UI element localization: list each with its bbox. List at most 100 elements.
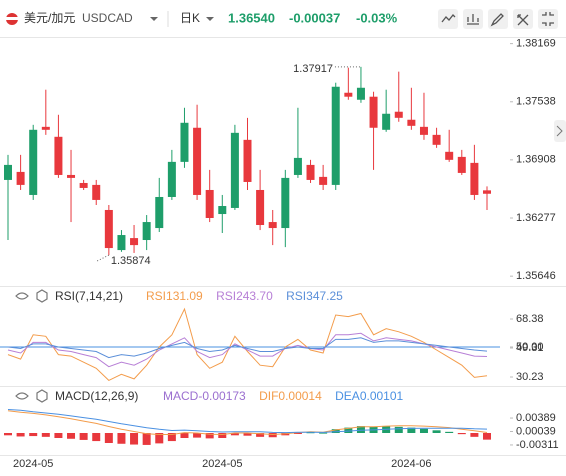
legend-value: 0.00101 [360, 389, 404, 403]
legend-value: -0.00173 [198, 389, 246, 403]
macd-bar [256, 433, 265, 437]
tool-button[interactable] [538, 9, 558, 29]
y-tick-label: 30.23 [516, 371, 544, 383]
low-annotation: 1.35874 [111, 255, 151, 267]
macd-bar [54, 433, 63, 438]
candle-body [54, 136, 63, 175]
legend-entry: DEA0.00101 [335, 389, 403, 403]
candle-body [344, 92, 353, 97]
candle-body [167, 161, 176, 197]
series-line [7, 307, 488, 382]
side-button[interactable] [554, 120, 566, 142]
candle-body [407, 119, 416, 126]
candle-body [67, 174, 76, 178]
macd-bar [117, 433, 126, 444]
candle-body [331, 86, 340, 185]
macd-bar [155, 433, 164, 444]
macd-bar [419, 428, 428, 433]
y-tick-label: 68.38 [516, 313, 544, 325]
macd-bar [230, 433, 239, 436]
candle-body [142, 222, 151, 241]
legend-name: DEA [335, 389, 360, 403]
candle-body [306, 164, 315, 180]
macd-bar [130, 433, 139, 445]
last-price: 1.36540 [228, 10, 275, 25]
eye-icon[interactable] [15, 392, 29, 400]
candle-body [205, 189, 214, 218]
macd-bar [180, 433, 189, 438]
legend-value: 47.25 [313, 289, 343, 303]
series-line [7, 337, 488, 359]
candle-body [419, 126, 428, 135]
macd-bar [293, 433, 302, 434]
candle-body [470, 162, 479, 195]
macd-bar [79, 433, 88, 440]
dropdown-arrow[interactable] [150, 17, 158, 21]
series-line [7, 410, 488, 436]
candle-body [155, 196, 164, 229]
candle-body [92, 184, 101, 200]
y-tick-label: 1.37538 [516, 96, 556, 108]
legend-entry: RSI243.70 [216, 289, 273, 303]
candle-body [16, 171, 25, 185]
candle-body [483, 190, 491, 194]
macd-bar [356, 426, 365, 433]
macd-bar [167, 433, 176, 442]
candle-body [193, 127, 202, 195]
candle-body [457, 156, 466, 173]
legend-value: 43.70 [243, 289, 273, 303]
macd-bar [29, 433, 38, 437]
macd-bar [407, 427, 416, 433]
candle-body [268, 222, 277, 229]
candle-body [4, 164, 12, 180]
y-tick-label: -0.00311 [516, 439, 559, 451]
candle-body [79, 182, 88, 188]
legend-name: MACD [163, 389, 199, 403]
y-tick-label: 1.38169 [516, 38, 556, 50]
candle-body [230, 132, 239, 208]
macd-bar [92, 433, 101, 442]
x-tick-label: 2024-05 [202, 458, 242, 470]
macd-bar [67, 433, 76, 439]
period[interactable]: 日K [180, 11, 200, 25]
eye-icon[interactable] [15, 292, 29, 300]
macd-bar [331, 429, 340, 433]
y-tick-label: 1.36277 [516, 212, 556, 224]
x-tick-label: 2024-06 [391, 458, 431, 470]
x-tick-label: 2024-05 [13, 458, 53, 470]
macd-bar [218, 433, 227, 438]
macd-bar [193, 433, 202, 438]
rsi-title: RSI(7,14,21) [55, 289, 123, 303]
tool-icon [441, 14, 456, 23]
macd-bar [205, 433, 214, 439]
pair-name[interactable]: 美元/加元 [24, 11, 75, 25]
macd-bar [445, 431, 454, 433]
macd-bar [319, 432, 328, 434]
candle-body [41, 126, 50, 130]
dropdown-arrow[interactable] [206, 17, 214, 21]
candle-body [130, 238, 139, 246]
y-tick-label: 0.00039 [516, 425, 556, 437]
macd-bar [344, 427, 353, 433]
legend-entry: DIF0.00014 [259, 389, 322, 403]
tool-icon [517, 14, 529, 26]
tool-icon [490, 13, 504, 27]
symbol[interactable]: USDCAD [82, 11, 133, 25]
price-change-pct: -0.03% [356, 10, 398, 25]
candle-body [432, 134, 441, 145]
toolbar [438, 9, 558, 29]
candle-body [369, 96, 378, 128]
macd-bar [432, 430, 441, 433]
macd-bar [306, 432, 315, 434]
candle-body [281, 177, 290, 229]
gear-icon[interactable] [36, 389, 48, 403]
tool-button[interactable] [513, 9, 533, 29]
flag-stripe [6, 17, 18, 20]
candle-body [445, 151, 454, 160]
gear-icon[interactable] [36, 289, 48, 303]
candle-body [356, 87, 365, 100]
legend-name: RSI1 [146, 289, 173, 303]
candle-body [382, 113, 391, 130]
y-tick-label: 50.00 [516, 341, 544, 353]
